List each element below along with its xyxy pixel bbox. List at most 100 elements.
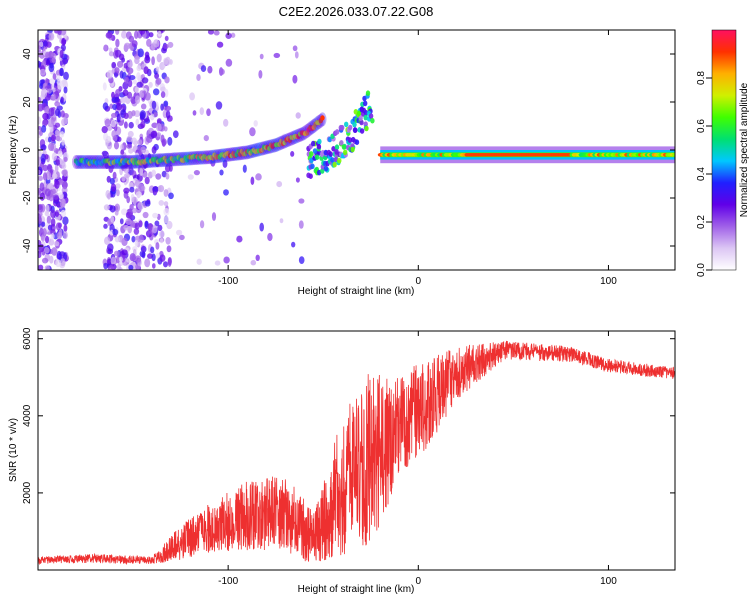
snr-xlabel: Height of straight line (km) bbox=[298, 584, 415, 595]
spectrogram-speckle bbox=[127, 130, 134, 138]
spectrogram-speckle bbox=[155, 77, 162, 85]
snr-panel: -100 0 100 2000 4000 6000 Height of straight … bbox=[8, 327, 676, 595]
spectrogram-branch-point bbox=[319, 151, 325, 158]
spectrogram-speckle bbox=[120, 149, 125, 155]
spectrogram-speckle bbox=[50, 218, 56, 227]
spectrogram-speckle bbox=[50, 232, 55, 240]
spectrogram-speckle bbox=[103, 44, 108, 51]
spectrogram-speckle bbox=[140, 120, 146, 129]
spectrogram-speckle bbox=[61, 78, 68, 85]
spectrogram-speckle bbox=[115, 183, 121, 189]
spectrogram-speckle bbox=[131, 137, 138, 145]
spectrogram-speckle bbox=[154, 220, 160, 227]
spectrogram-branch-point bbox=[341, 144, 347, 150]
spectrogram-speckle bbox=[137, 183, 145, 192]
spectrogram-speckle bbox=[210, 158, 216, 167]
spectrogram-speckle bbox=[163, 43, 169, 50]
spectrogram-speckle bbox=[167, 41, 174, 48]
spectrogram-speckle bbox=[175, 229, 183, 236]
spectrogram-speckle bbox=[137, 139, 143, 146]
spectrogram-speckle bbox=[57, 110, 62, 118]
spectrogram-branch-point bbox=[352, 127, 358, 133]
spectrogram-speckle bbox=[128, 264, 134, 270]
spectrogram-speckle bbox=[114, 250, 120, 257]
spectrogram-speckle bbox=[110, 119, 116, 128]
colorbar-tick-label: 0.0 bbox=[696, 263, 707, 277]
spectrogram-speckle bbox=[179, 234, 185, 241]
spectrogram-speckle bbox=[61, 139, 66, 146]
spectrogram-speckle bbox=[164, 88, 169, 98]
spectrogram-speckle bbox=[295, 177, 300, 183]
spectrogram-speckle bbox=[132, 207, 138, 214]
spectrogram-speckle bbox=[168, 192, 174, 200]
spectrogram-speckle bbox=[105, 32, 113, 39]
spectrogram-speckle bbox=[206, 108, 211, 117]
spectrogram-branch-point bbox=[323, 165, 329, 172]
spectrogram-speckle bbox=[54, 180, 60, 189]
spectrogram-speckle bbox=[131, 235, 136, 243]
spectrogram-branch-point bbox=[332, 161, 337, 168]
spectrogram-speckle bbox=[250, 259, 257, 266]
spectrogram-speckle bbox=[114, 203, 121, 213]
spectrogram-speckle bbox=[203, 135, 209, 142]
spectrogram-speckle bbox=[136, 65, 142, 72]
spectrogram-speckle bbox=[126, 135, 133, 143]
spectrogram-speckle bbox=[128, 148, 134, 154]
spectrogram-branch-point bbox=[337, 157, 342, 164]
spectrogram-speckle bbox=[134, 222, 140, 230]
spectrogram-speckle bbox=[223, 118, 229, 127]
spectrogram-panel: -100 0 100 -40 -20 0 20 40 Height of straight l… bbox=[8, 29, 676, 297]
spectrogram-speckle bbox=[151, 146, 157, 154]
spectrogram-speckle bbox=[106, 69, 113, 79]
spectrogram-speckle bbox=[54, 211, 60, 217]
spectrogram-branch-point bbox=[330, 157, 335, 163]
spectrogram-speckle bbox=[167, 136, 173, 146]
spectrogram-speckle bbox=[214, 260, 221, 266]
spectrogram-speckle bbox=[160, 103, 164, 111]
spectrogram-branch-point bbox=[347, 137, 353, 143]
spectrogram-marks bbox=[38, 30, 675, 270]
spectrogram-speckle bbox=[47, 136, 52, 143]
spectrogram-speckle bbox=[63, 224, 68, 232]
spectrogram-speckle bbox=[46, 59, 51, 66]
spectrogram-speckle bbox=[53, 241, 60, 247]
spectrogram-speckle bbox=[158, 199, 165, 206]
spectrogram-speckle bbox=[161, 138, 167, 146]
spectrogram-speckle bbox=[216, 41, 224, 48]
spectrogram-speckle bbox=[108, 51, 115, 57]
spectrogram-speckle bbox=[223, 256, 230, 264]
spectrogram-speckle bbox=[199, 220, 205, 229]
spectrogram-speckle bbox=[60, 96, 64, 104]
spectrogram-speckle bbox=[139, 30, 146, 35]
spectrogram-speckle bbox=[56, 75, 61, 82]
spectrogram-speckle bbox=[112, 135, 118, 141]
spectrogram-speckle bbox=[124, 172, 131, 179]
spectrogram-speckle bbox=[51, 152, 57, 161]
spectrogram-speckle bbox=[38, 203, 44, 213]
spectrogram-branch-point bbox=[331, 146, 336, 152]
spectrogram-speckle bbox=[101, 125, 108, 134]
spectrogram-speckle bbox=[132, 78, 137, 85]
spectrogram-speckle bbox=[207, 30, 215, 35]
spectrogram-branch-point bbox=[348, 124, 353, 131]
spectrogram-speckle bbox=[152, 225, 158, 234]
spectrogram-speckle bbox=[47, 182, 54, 190]
spectrogram-speckle bbox=[136, 81, 143, 88]
spectrogram-branch-point bbox=[338, 124, 343, 131]
spectrogram-speckle bbox=[121, 175, 126, 182]
spectrogram-speckle bbox=[56, 136, 63, 142]
spectrogram-speckle bbox=[153, 39, 160, 48]
spectrogram-speckle bbox=[38, 60, 42, 68]
spectrogram-speckle bbox=[42, 227, 47, 237]
spectrogram-speckle bbox=[121, 30, 127, 39]
colorbar-tick-label: 0.6 bbox=[696, 119, 707, 133]
spectrogram-speckle bbox=[48, 238, 55, 246]
spectrogram-speckle bbox=[48, 51, 55, 58]
spectrogram-speckle bbox=[60, 131, 65, 138]
spectrogram-speckle bbox=[119, 218, 124, 225]
spectrogram-speckle bbox=[126, 143, 133, 149]
spectrogram-speckle bbox=[163, 201, 169, 207]
spectrogram-speckle bbox=[187, 174, 194, 180]
spectrogram-speckle bbox=[134, 57, 140, 65]
spectrogram-speckle bbox=[48, 142, 55, 152]
